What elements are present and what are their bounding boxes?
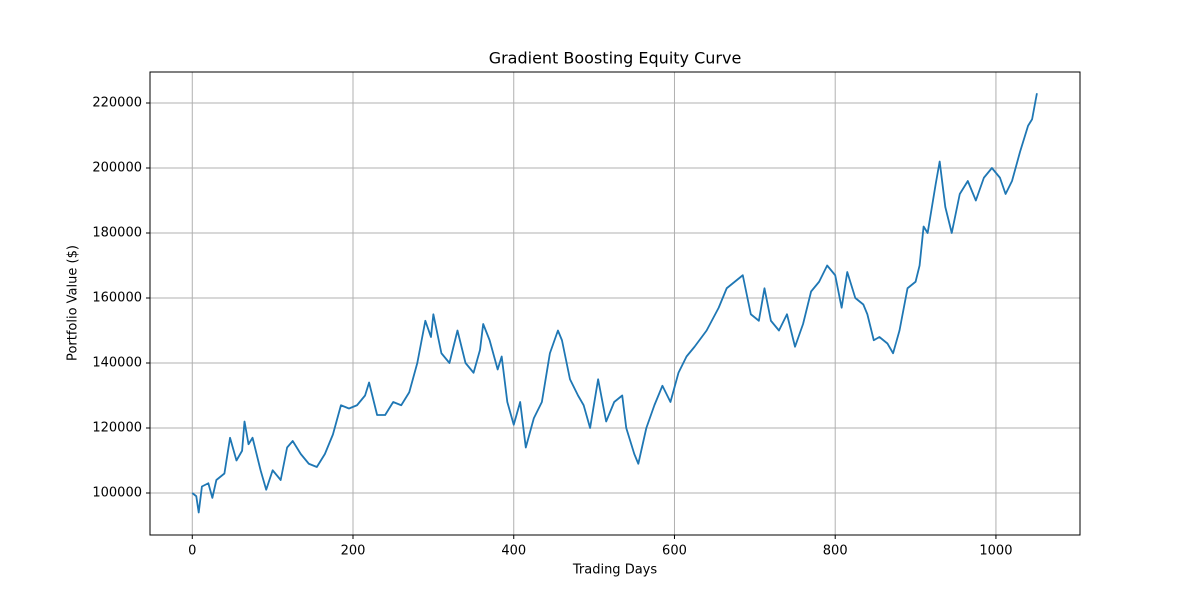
y-axis-label: Portfolio Value ($) [66,245,81,361]
y-tick-label: 200000 [92,160,142,175]
y-tick-label: 220000 [92,95,142,110]
y-tick-label: 160000 [92,290,142,305]
plot-frame [149,71,1081,536]
x-tick-label: 200 [341,544,366,559]
x-axis-label: Trading Days [572,563,657,578]
x-tick-label: 600 [662,544,687,559]
y-tick-label: 100000 [92,486,142,501]
y-tick-label: 180000 [92,225,142,240]
x-tick-label: 1000 [979,544,1012,559]
x-tick-label: 400 [501,544,526,559]
chart-title: Gradient Boosting Equity Curve [489,49,742,68]
y-tick-label: 140000 [92,355,142,370]
x-tick-label: 800 [823,544,848,559]
x-tick-label: 0 [188,544,196,559]
equity-line [191,93,1038,514]
y-tick-label: 120000 [92,420,142,435]
